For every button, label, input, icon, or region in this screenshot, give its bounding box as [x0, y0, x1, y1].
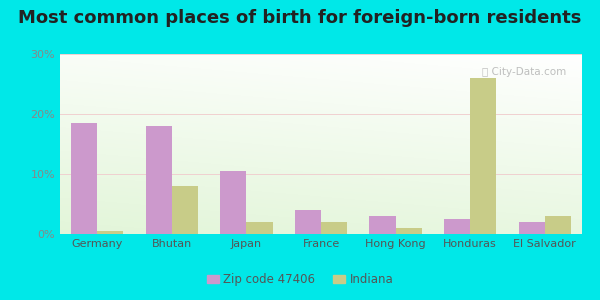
- Bar: [545, 216, 571, 234]
- Bar: [220, 171, 247, 234]
- Bar: [518, 222, 545, 234]
- Bar: [370, 216, 395, 234]
- Text: ⌕ City-Data.com: ⌕ City-Data.com: [482, 67, 566, 76]
- Bar: [395, 228, 422, 234]
- Bar: [146, 126, 172, 234]
- Bar: [321, 222, 347, 234]
- Bar: [295, 210, 321, 234]
- Bar: [470, 78, 496, 234]
- Bar: [97, 231, 124, 234]
- Bar: [545, 216, 571, 234]
- Bar: [321, 222, 347, 234]
- Bar: [220, 171, 247, 234]
- Bar: [470, 78, 496, 234]
- Bar: [71, 123, 97, 234]
- Bar: [370, 216, 395, 234]
- Legend: Zip code 47406, Indiana: Zip code 47406, Indiana: [202, 269, 398, 291]
- Bar: [172, 186, 198, 234]
- Bar: [444, 219, 470, 234]
- Bar: [172, 186, 198, 234]
- Bar: [247, 222, 272, 234]
- Bar: [97, 231, 124, 234]
- Bar: [71, 123, 97, 234]
- Bar: [247, 222, 272, 234]
- Bar: [518, 222, 545, 234]
- Bar: [444, 219, 470, 234]
- Bar: [295, 210, 321, 234]
- Text: Most common places of birth for foreign-born residents: Most common places of birth for foreign-…: [19, 9, 581, 27]
- Bar: [395, 228, 422, 234]
- Bar: [146, 126, 172, 234]
